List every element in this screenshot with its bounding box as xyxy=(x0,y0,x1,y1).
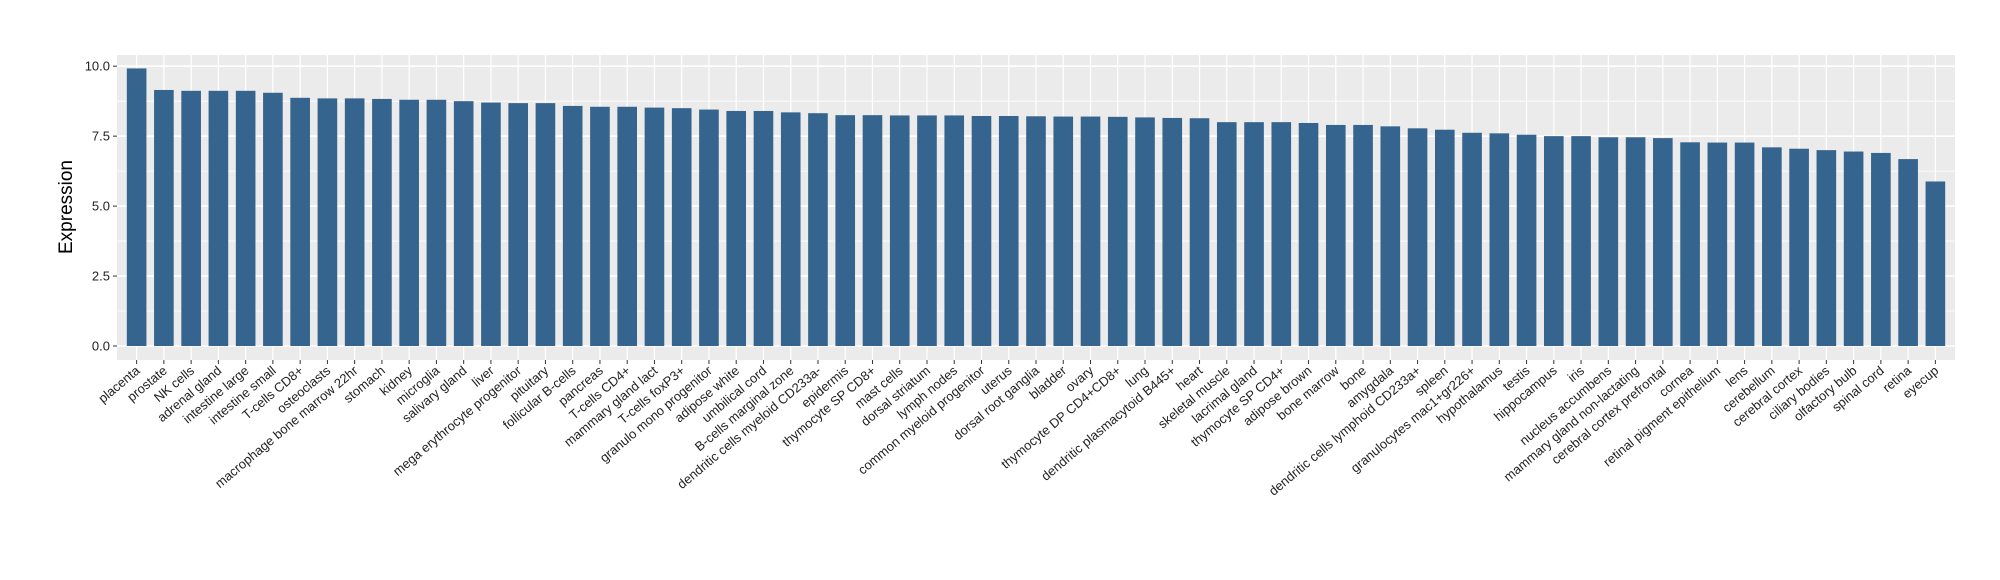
bar-ovary xyxy=(1080,116,1101,347)
bar-salivary-gland xyxy=(453,101,474,347)
bar-mega-erythrocyte-progenitor xyxy=(508,103,528,347)
bar-retinal-pigment-epithelium xyxy=(1707,142,1728,347)
bar-dendritic-cells-lymphoid-cd233a xyxy=(1407,128,1428,347)
bar-umbilical-cord xyxy=(753,110,774,347)
bar-spleen xyxy=(1434,129,1455,347)
y-axis: 0.0 2.5 5.0 7.5 10.0 xyxy=(85,59,117,354)
bar-nk-cells xyxy=(181,90,201,347)
bar-macrophage-bone-marrow-22hr xyxy=(344,98,365,347)
bar-mammary-gland-lact xyxy=(644,107,665,347)
bar-spinal-cord xyxy=(1871,152,1891,347)
bar-follicular-b-cells xyxy=(562,105,583,347)
bar-common-myeloid-progenitor xyxy=(971,116,992,347)
bar-intestine-small xyxy=(263,92,283,347)
bar-osteoclasts xyxy=(317,98,338,347)
bar-prostate xyxy=(154,89,174,347)
bar-lung xyxy=(1135,117,1155,347)
bar-bone xyxy=(1353,124,1373,347)
bar-pituitary xyxy=(535,103,556,347)
bar-t-cells-cd8 xyxy=(290,97,310,347)
bar-thymocyte-sp-cd4 xyxy=(1271,122,1292,347)
bar-iris xyxy=(1571,136,1591,347)
bar-t-cells-cd4 xyxy=(617,106,638,347)
bar-olfactory-bulb xyxy=(1843,151,1864,347)
bar-dorsal-striatum xyxy=(917,115,937,347)
bar-stomach xyxy=(372,98,392,347)
bar-dendritic-cells-myeloid-cd233a xyxy=(808,113,828,347)
bar-mammary-gland-non-lactating xyxy=(1625,137,1646,347)
bar-pancreas xyxy=(590,106,610,347)
bar-thymocyte-dp-cd4-cd8 xyxy=(1107,116,1128,347)
bar-testis xyxy=(1516,134,1537,347)
bar-skeletal-muscle xyxy=(1216,122,1237,347)
bar-heart xyxy=(1189,118,1210,347)
y-tick-label: 7.5 xyxy=(92,129,110,144)
bar-dorsal-root-ganglia xyxy=(1026,116,1046,347)
bar-epidermis xyxy=(835,115,856,347)
bar-microglia xyxy=(426,99,447,347)
y-tick-label: 10.0 xyxy=(85,59,110,74)
bar-uterus xyxy=(998,116,1019,347)
bar-cerebellum xyxy=(1762,147,1782,347)
bar-adipose-white xyxy=(726,110,747,347)
bar-cerebral-cortex-prefrontal xyxy=(1653,138,1673,347)
bar-intestine-large xyxy=(235,90,256,347)
bar-thymocyte-sp-cd8 xyxy=(862,115,883,347)
bars xyxy=(126,68,1946,347)
bar-placenta xyxy=(126,68,147,347)
bar-granulo-mono-progenitor xyxy=(699,109,719,347)
bar-dendritic-plasmacytoid-b445 xyxy=(1162,117,1183,347)
bar-b-cells-marginal-zone xyxy=(780,112,801,347)
bar-hypothalamus xyxy=(1489,133,1510,347)
y-tick-label: 5.0 xyxy=(92,199,110,214)
bar-adrenal-gland xyxy=(208,90,229,347)
bar-lacrimal-gland xyxy=(1244,122,1264,347)
bar-bone-marrow xyxy=(1325,124,1346,347)
bar-ciliary-bodies xyxy=(1816,150,1837,347)
bar-kidney xyxy=(399,99,419,347)
bar-granulocytes-mac1-gr226 xyxy=(1462,132,1482,347)
bar-t-cells-foxp3 xyxy=(671,108,692,347)
bar-liver xyxy=(481,102,501,347)
bar-mast-cells xyxy=(889,115,910,347)
bar-cornea xyxy=(1680,142,1700,347)
y-tick-label: 2.5 xyxy=(92,269,110,284)
bar-cerebral-cortex xyxy=(1789,148,1809,347)
bar-nucleus-accumbens xyxy=(1598,137,1619,347)
bar-adipose-brown xyxy=(1298,122,1319,347)
bar-hippocampus xyxy=(1544,136,1564,347)
y-axis-title: Expression xyxy=(56,160,77,254)
bar-lymph-nodes xyxy=(944,115,965,347)
bar-amygdala xyxy=(1380,126,1401,347)
bar-eyecup xyxy=(1925,181,1946,347)
bar-retina xyxy=(1898,159,1918,347)
y-tick-label: 0.0 xyxy=(92,339,110,354)
bar-lens xyxy=(1734,142,1755,347)
bar-bladder xyxy=(1053,116,1074,347)
